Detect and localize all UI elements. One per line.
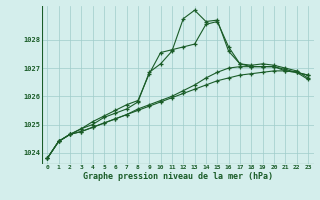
X-axis label: Graphe pression niveau de la mer (hPa): Graphe pression niveau de la mer (hPa) (83, 172, 273, 181)
